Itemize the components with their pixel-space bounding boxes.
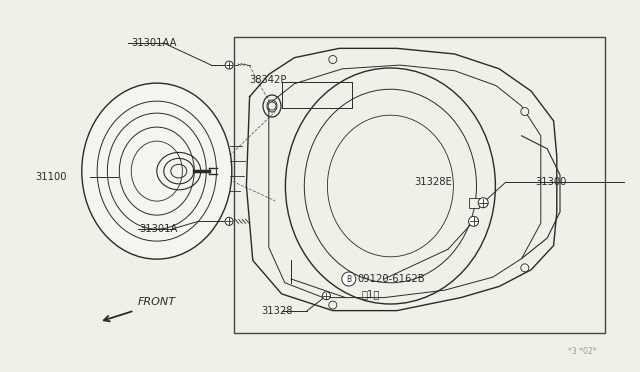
Circle shape: [342, 272, 356, 286]
Text: 31301AA: 31301AA: [131, 38, 177, 48]
Text: 31100: 31100: [35, 172, 67, 182]
Ellipse shape: [521, 108, 529, 116]
Circle shape: [225, 61, 233, 69]
Text: 31300: 31300: [535, 177, 566, 187]
Ellipse shape: [329, 301, 337, 309]
Bar: [469, 198, 479, 208]
Circle shape: [225, 217, 233, 225]
Circle shape: [478, 198, 488, 208]
Text: FRONT: FRONT: [138, 297, 175, 307]
Circle shape: [323, 292, 330, 300]
Text: 31328E: 31328E: [415, 177, 452, 187]
Text: （1）: （1）: [362, 289, 380, 299]
Ellipse shape: [521, 264, 529, 272]
Text: 09120-6162B: 09120-6162B: [357, 274, 425, 284]
Circle shape: [468, 217, 479, 226]
Ellipse shape: [82, 83, 232, 259]
Ellipse shape: [329, 55, 337, 64]
Text: B: B: [346, 275, 351, 283]
Text: *3 *02*: *3 *02*: [568, 347, 596, 356]
Ellipse shape: [268, 102, 276, 110]
Bar: [234, 37, 605, 333]
Text: 38342P: 38342P: [250, 75, 287, 85]
Text: 31301A: 31301A: [140, 224, 178, 234]
Text: 31328: 31328: [261, 306, 292, 315]
